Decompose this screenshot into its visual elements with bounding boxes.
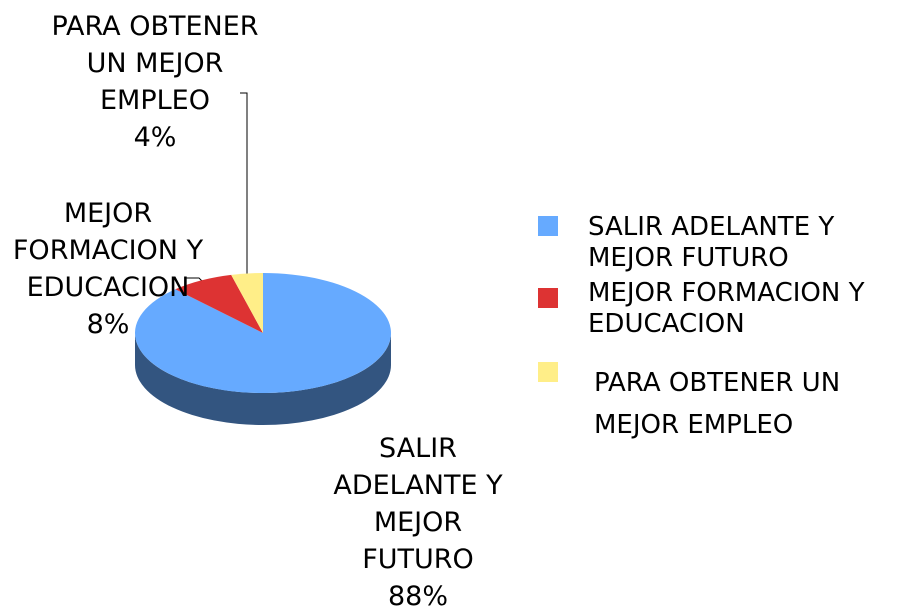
pie-canvas bbox=[135, 92, 391, 425]
chart: SALIR ADELANTE Y MEJOR FUTURO 88% MEJOR FO… bbox=[8, 8, 865, 612]
slice bbox=[231, 273, 263, 333]
data-label: MEJOR FORMACION Y EDUCACION 8% bbox=[8, 195, 208, 343]
data-label-value: 4% bbox=[133, 122, 177, 153]
legend-label: PARA OBTENER UN MEJOR EMPLEO bbox=[594, 368, 841, 440]
pie-tops bbox=[135, 273, 391, 394]
data-label-name: PARA OBTENER UN MEJOR EMPLEO bbox=[51, 11, 259, 116]
legend-swatch bbox=[538, 216, 558, 236]
legend-label: SALIR ADELANTE Y MEJOR FUTURO bbox=[588, 212, 835, 273]
leader-line bbox=[240, 92, 248, 278]
data-label-value: 88% bbox=[387, 581, 448, 612]
data-label-name: SALIR ADELANTE Y MEJOR FUTURO bbox=[333, 433, 503, 575]
legend-label: MEJOR FORMACION Y EDUCACION bbox=[588, 278, 865, 339]
data-label: PARA OBTENER UN MEJOR EMPLEO 4% bbox=[45, 8, 265, 156]
legend-swatch bbox=[538, 362, 558, 382]
legend-swatch bbox=[538, 288, 558, 308]
data-label-name: MEJOR FORMACION Y EDUCACION bbox=[12, 198, 204, 303]
pie-sides bbox=[135, 333, 391, 425]
data-label-value: 8% bbox=[86, 309, 130, 340]
slice bbox=[175, 274, 263, 333]
data-label: SALIR ADELANTE Y MEJOR FUTURO 88% bbox=[318, 430, 518, 615]
slice-side bbox=[135, 333, 391, 425]
